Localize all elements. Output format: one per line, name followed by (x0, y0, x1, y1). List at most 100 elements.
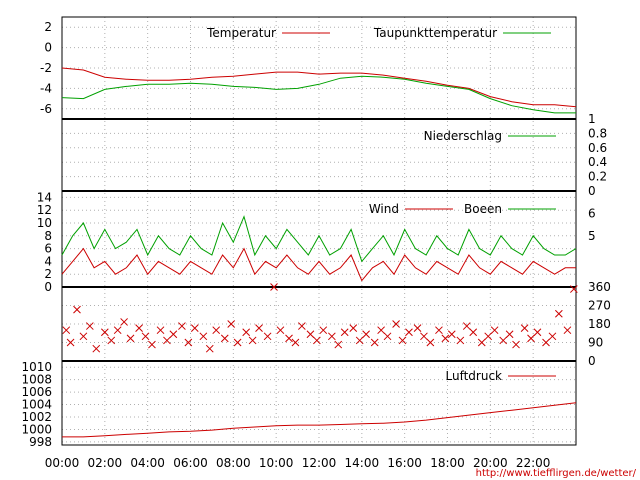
scatter-point (73, 305, 81, 314)
scatter-point (190, 324, 199, 332)
scatter-point (435, 326, 443, 335)
scatter-point (420, 332, 428, 341)
scatter-point (377, 326, 385, 335)
x-tick-label: 02:00 (88, 456, 123, 470)
y-tick-label: 270 (588, 299, 611, 313)
x-tick-label: 22:00 (516, 456, 551, 470)
scatter-point (469, 328, 478, 337)
series-line-taupunkttemperatur (61, 75, 576, 114)
scatter-point (242, 328, 251, 337)
scatter-point (135, 324, 143, 332)
scatter-point (148, 340, 156, 349)
source-url[interactable]: http://www.tiefflirgen.de/wetter/ (476, 468, 637, 479)
scatter-point (477, 338, 486, 347)
y-tick-label: 90 (588, 336, 603, 350)
x-tick-label: 00:00 (45, 456, 80, 470)
y-tick-label: -2 (40, 61, 52, 75)
legend-label: Temperatur (206, 26, 276, 40)
scatter-point (349, 324, 358, 332)
y-tick-label: 1008 (21, 373, 52, 387)
scatter-point (520, 324, 529, 332)
scatter-point (285, 334, 293, 343)
x-tick-label: 06:00 (173, 456, 208, 470)
scatter-point (570, 285, 578, 293)
y-tick-label: 0.4 (588, 155, 607, 169)
scatter-point (398, 336, 407, 345)
scatter-point (405, 328, 413, 337)
y-tick-label: -6 (40, 102, 52, 116)
scatter-point (79, 332, 88, 341)
y-tick-label: 0 (588, 184, 596, 198)
scatter-point (62, 326, 71, 335)
y-tick-label: 8 (44, 229, 52, 243)
scatter-point (505, 330, 514, 339)
legends: Temperatur Taupunkttemperatur Niederschlag… (206, 26, 556, 383)
scatter-point (462, 322, 471, 330)
scatter-point (92, 344, 101, 353)
scatter-point (100, 328, 109, 337)
scatter-point (263, 332, 272, 341)
plot-frame (61, 16, 577, 446)
scatter-point (85, 322, 94, 330)
scatter-point (499, 336, 508, 345)
scatter-point (212, 326, 221, 335)
legend-label: Wind (369, 202, 399, 216)
y-tick-label: 0 (588, 354, 596, 368)
scatter-point (426, 338, 435, 347)
scatter-point (169, 330, 178, 339)
series-line-luftdruck (62, 402, 577, 438)
scatter-point (362, 330, 370, 339)
y-tick-label: 0 (44, 280, 52, 294)
scatter-point (291, 338, 300, 347)
y2-tick-label: 6 (588, 206, 596, 220)
scatter-point (205, 344, 214, 353)
legend-label: Boeen (464, 202, 502, 216)
scatter-point (383, 332, 392, 341)
x-tick-label: 18:00 (430, 456, 465, 470)
x-tick-label: 04:00 (130, 456, 165, 470)
y-tick-label: 0 (44, 41, 52, 55)
scatter-point (542, 338, 550, 347)
scatter-point (156, 326, 165, 335)
scatter-point (441, 334, 450, 343)
y-tick-label: 12 (37, 203, 52, 217)
scatter-point (334, 340, 343, 349)
scatter-point (456, 336, 465, 345)
scatter-point (276, 326, 285, 335)
y-tick-label: 4 (44, 254, 52, 268)
y-tick-label: 0.6 (588, 141, 607, 155)
scatter-point (563, 326, 572, 335)
y-tick-label: 0.2 (588, 170, 607, 184)
scatter-point (199, 332, 208, 341)
scatter-point (163, 336, 171, 345)
scatter-point (484, 332, 493, 341)
y-tick-label: 14 (37, 190, 52, 204)
scatter-point (227, 320, 236, 328)
y-tick-label: 2 (44, 20, 52, 34)
x-tick-label: 20:00 (473, 456, 508, 470)
series-line-wind (61, 247, 576, 282)
y-tick-label: 180 (588, 317, 611, 331)
x-tick-label: 16:00 (387, 456, 422, 470)
y-tick-label: 10 (37, 216, 52, 230)
series-line-boeen (61, 215, 577, 263)
scatter-point (141, 332, 150, 341)
legend-label: Niederschlag (424, 129, 502, 143)
series-layer (61, 67, 578, 438)
legend-label: Luftdruck (445, 369, 502, 383)
scatter-point (306, 330, 315, 339)
scatter-point (392, 320, 400, 328)
scatter-point (313, 336, 321, 345)
x-tick-label: 14:00 (345, 456, 380, 470)
y-tick-label: 1002 (21, 410, 52, 424)
x-tick-label: 10:00 (259, 456, 294, 470)
y-tick-label: 6 (44, 242, 52, 256)
y-tick-label: 1010 (21, 360, 52, 374)
scatter-point (355, 336, 364, 345)
y-tick-label: 360 (588, 280, 611, 294)
panel-frames (61, 16, 577, 446)
scatter-point (548, 332, 557, 341)
y-tick-label: -4 (40, 81, 52, 95)
scatter-point (555, 309, 563, 318)
